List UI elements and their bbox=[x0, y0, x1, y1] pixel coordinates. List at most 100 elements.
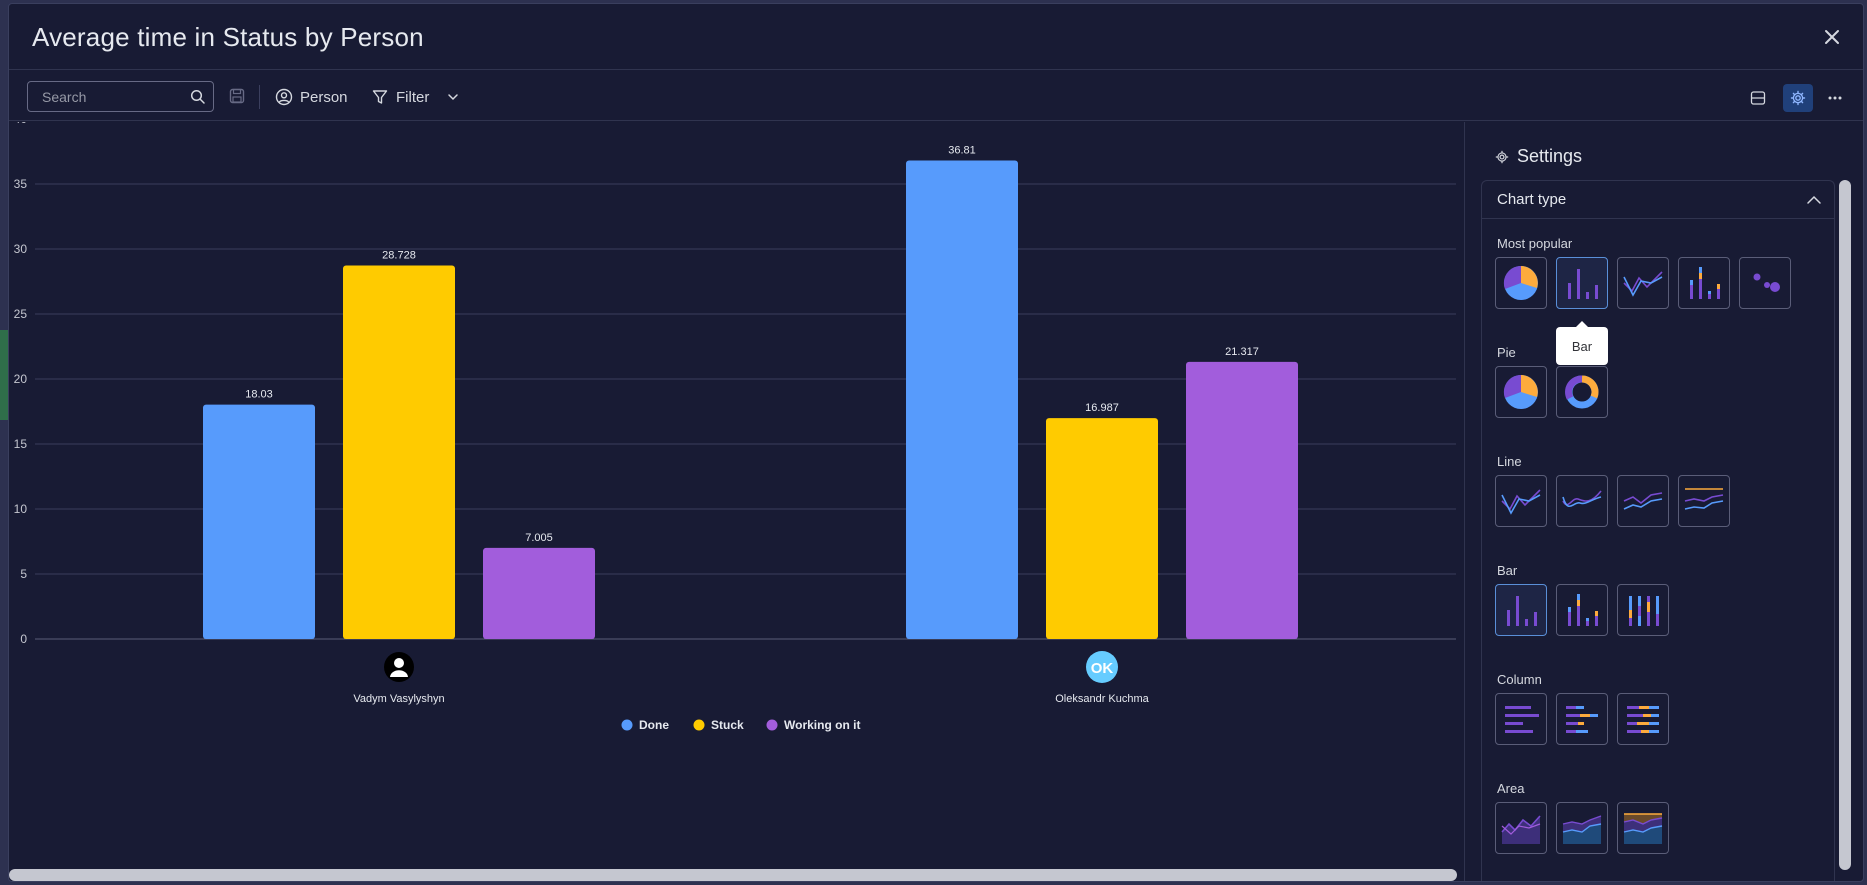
chart-type-line-smooth[interactable] bbox=[1556, 475, 1608, 527]
chart-type-line-stepped[interactable] bbox=[1617, 475, 1669, 527]
legend-swatch bbox=[621, 719, 633, 731]
chevron-down-icon[interactable] bbox=[446, 90, 460, 104]
gear-icon bbox=[1790, 90, 1806, 106]
filter-icon bbox=[372, 90, 388, 104]
chart-type-bar[interactable] bbox=[1556, 257, 1608, 309]
avatar-initials: OK bbox=[1091, 660, 1114, 677]
chart-type-area-simple[interactable] bbox=[1495, 802, 1547, 854]
chart-type-column-stacked[interactable] bbox=[1556, 693, 1608, 745]
data-label: 7.005 bbox=[525, 532, 553, 544]
chart-type-line-stacked[interactable] bbox=[1678, 475, 1730, 527]
bar-chart-icon bbox=[1507, 596, 1537, 626]
more-icon bbox=[1828, 96, 1842, 100]
y-tick-label: 35 bbox=[14, 177, 28, 191]
chart-type-column-100[interactable] bbox=[1617, 693, 1669, 745]
y-tick-label: 30 bbox=[14, 242, 28, 256]
filter-button[interactable]: Filter bbox=[371, 83, 460, 111]
area-chart-icon bbox=[1501, 815, 1541, 844]
settings-scrollbar[interactable] bbox=[1839, 180, 1851, 870]
settings-header: Settings bbox=[1495, 146, 1582, 167]
data-label: 16.987 bbox=[1085, 402, 1119, 414]
data-label: 36.81 bbox=[948, 144, 976, 156]
chevron-up-icon[interactable] bbox=[1806, 192, 1822, 208]
y-tick-label: 0 bbox=[20, 632, 27, 646]
line-chart-icon bbox=[1501, 489, 1541, 515]
group-label-most-popular: Most popular bbox=[1497, 236, 1573, 251]
chart-type-area-100[interactable] bbox=[1617, 802, 1669, 854]
chart-type-column-simple[interactable] bbox=[1495, 693, 1547, 745]
chart-type-pie-classic[interactable] bbox=[1495, 366, 1547, 418]
group-label-area: Area bbox=[1497, 781, 1525, 796]
person-button-label: Person bbox=[300, 88, 348, 106]
stacked-bar-chart-icon bbox=[1568, 594, 1598, 626]
stacked-line-chart-icon bbox=[1684, 488, 1724, 510]
data-label: 28.728 bbox=[382, 250, 416, 262]
chart-type-label: Chart type bbox=[1497, 191, 1567, 208]
search-input[interactable] bbox=[28, 82, 188, 111]
modal-header: Average time in Status by Person bbox=[9, 4, 1863, 70]
y-tick-label: 15 bbox=[14, 437, 28, 451]
person-button[interactable]: Person bbox=[275, 83, 348, 111]
smooth-line-chart-icon bbox=[1562, 490, 1602, 508]
save-icon[interactable] bbox=[228, 87, 246, 105]
stacked-bar-chart-icon bbox=[1690, 267, 1720, 299]
person-icon bbox=[275, 88, 293, 106]
layout-icon bbox=[1750, 91, 1766, 105]
search-box bbox=[27, 81, 214, 112]
legend-swatch bbox=[693, 719, 705, 731]
settings-toggle-button[interactable] bbox=[1783, 84, 1813, 112]
chart-type-line-straight[interactable] bbox=[1495, 475, 1547, 527]
chart-type-bar-100[interactable] bbox=[1617, 584, 1669, 636]
layout-button[interactable] bbox=[1743, 84, 1773, 112]
data-label: 21.317 bbox=[1225, 346, 1259, 358]
chart-type-donut[interactable] bbox=[1556, 366, 1608, 418]
backdrop-strip bbox=[0, 330, 9, 420]
pie-chart-icon bbox=[1503, 374, 1538, 409]
settings-title: Settings bbox=[1517, 146, 1583, 166]
y-tick-label: 40 bbox=[14, 122, 28, 126]
chart-type-bar-simple[interactable] bbox=[1495, 584, 1547, 636]
bar-done bbox=[906, 160, 1018, 639]
group-label-bar: Bar bbox=[1497, 563, 1518, 578]
chart-settings-divider bbox=[1464, 122, 1465, 881]
stacked-column-chart-icon bbox=[1566, 706, 1598, 733]
y-tick-label: 5 bbox=[20, 567, 27, 581]
chart-type-line[interactable] bbox=[1617, 257, 1669, 309]
legend-label: Done bbox=[639, 718, 669, 732]
close-button[interactable] bbox=[1821, 26, 1843, 48]
more-options-button[interactable] bbox=[1820, 84, 1850, 112]
category-label: Vadym Vasylyshyn bbox=[353, 693, 444, 705]
chart-area: 0 5 10 15 20 25 30 35 40 18.03 28.728 7.005 Vadym Va… bbox=[9, 122, 1464, 881]
bar-chart: 0 5 10 15 20 25 30 35 40 18.03 28.728 7.005 Vadym Va… bbox=[14, 122, 1456, 732]
chart-type-pie[interactable] bbox=[1495, 257, 1547, 309]
group-label-pie: Pie bbox=[1497, 345, 1516, 360]
y-tick-label: 25 bbox=[14, 307, 28, 321]
chart-type-panel: Chart type Most popular bbox=[1481, 180, 1835, 881]
chart-type-bubble[interactable] bbox=[1739, 257, 1791, 309]
bar-stuck bbox=[1046, 418, 1158, 639]
avatar bbox=[1086, 651, 1118, 683]
settings-panel: Settings Chart type Most popular bbox=[1465, 122, 1863, 881]
percent-column-chart-icon bbox=[1627, 706, 1659, 733]
chart-type-bar-stacked[interactable] bbox=[1556, 584, 1608, 636]
group-label-column: Column bbox=[1497, 672, 1542, 687]
legend-label: Stuck bbox=[711, 718, 744, 732]
horizontal-scrollbar[interactable] bbox=[9, 869, 1457, 881]
percent-bar-chart-icon bbox=[1629, 596, 1659, 626]
toolbar: Person Filter bbox=[9, 70, 1863, 121]
group-label-line: Line bbox=[1497, 454, 1522, 469]
y-tick-label: 20 bbox=[14, 372, 28, 386]
pie-chart-icon bbox=[1503, 265, 1538, 300]
chart-type-stacked-bar[interactable] bbox=[1678, 257, 1730, 309]
bar-working-on-it bbox=[1186, 361, 1298, 639]
chart-type-area-stacked[interactable] bbox=[1556, 802, 1608, 854]
chart-type-header[interactable]: Chart type bbox=[1482, 181, 1834, 219]
percent-area-chart-icon bbox=[1623, 813, 1663, 844]
legend-swatch bbox=[766, 719, 778, 731]
data-label: 18.03 bbox=[245, 389, 273, 401]
search-icon[interactable] bbox=[190, 89, 206, 105]
bar-working-on-it bbox=[483, 547, 595, 639]
stacked-area-chart-icon bbox=[1562, 815, 1602, 844]
filter-button-label: Filter bbox=[396, 88, 430, 106]
bar-chart-icon bbox=[1568, 269, 1598, 299]
